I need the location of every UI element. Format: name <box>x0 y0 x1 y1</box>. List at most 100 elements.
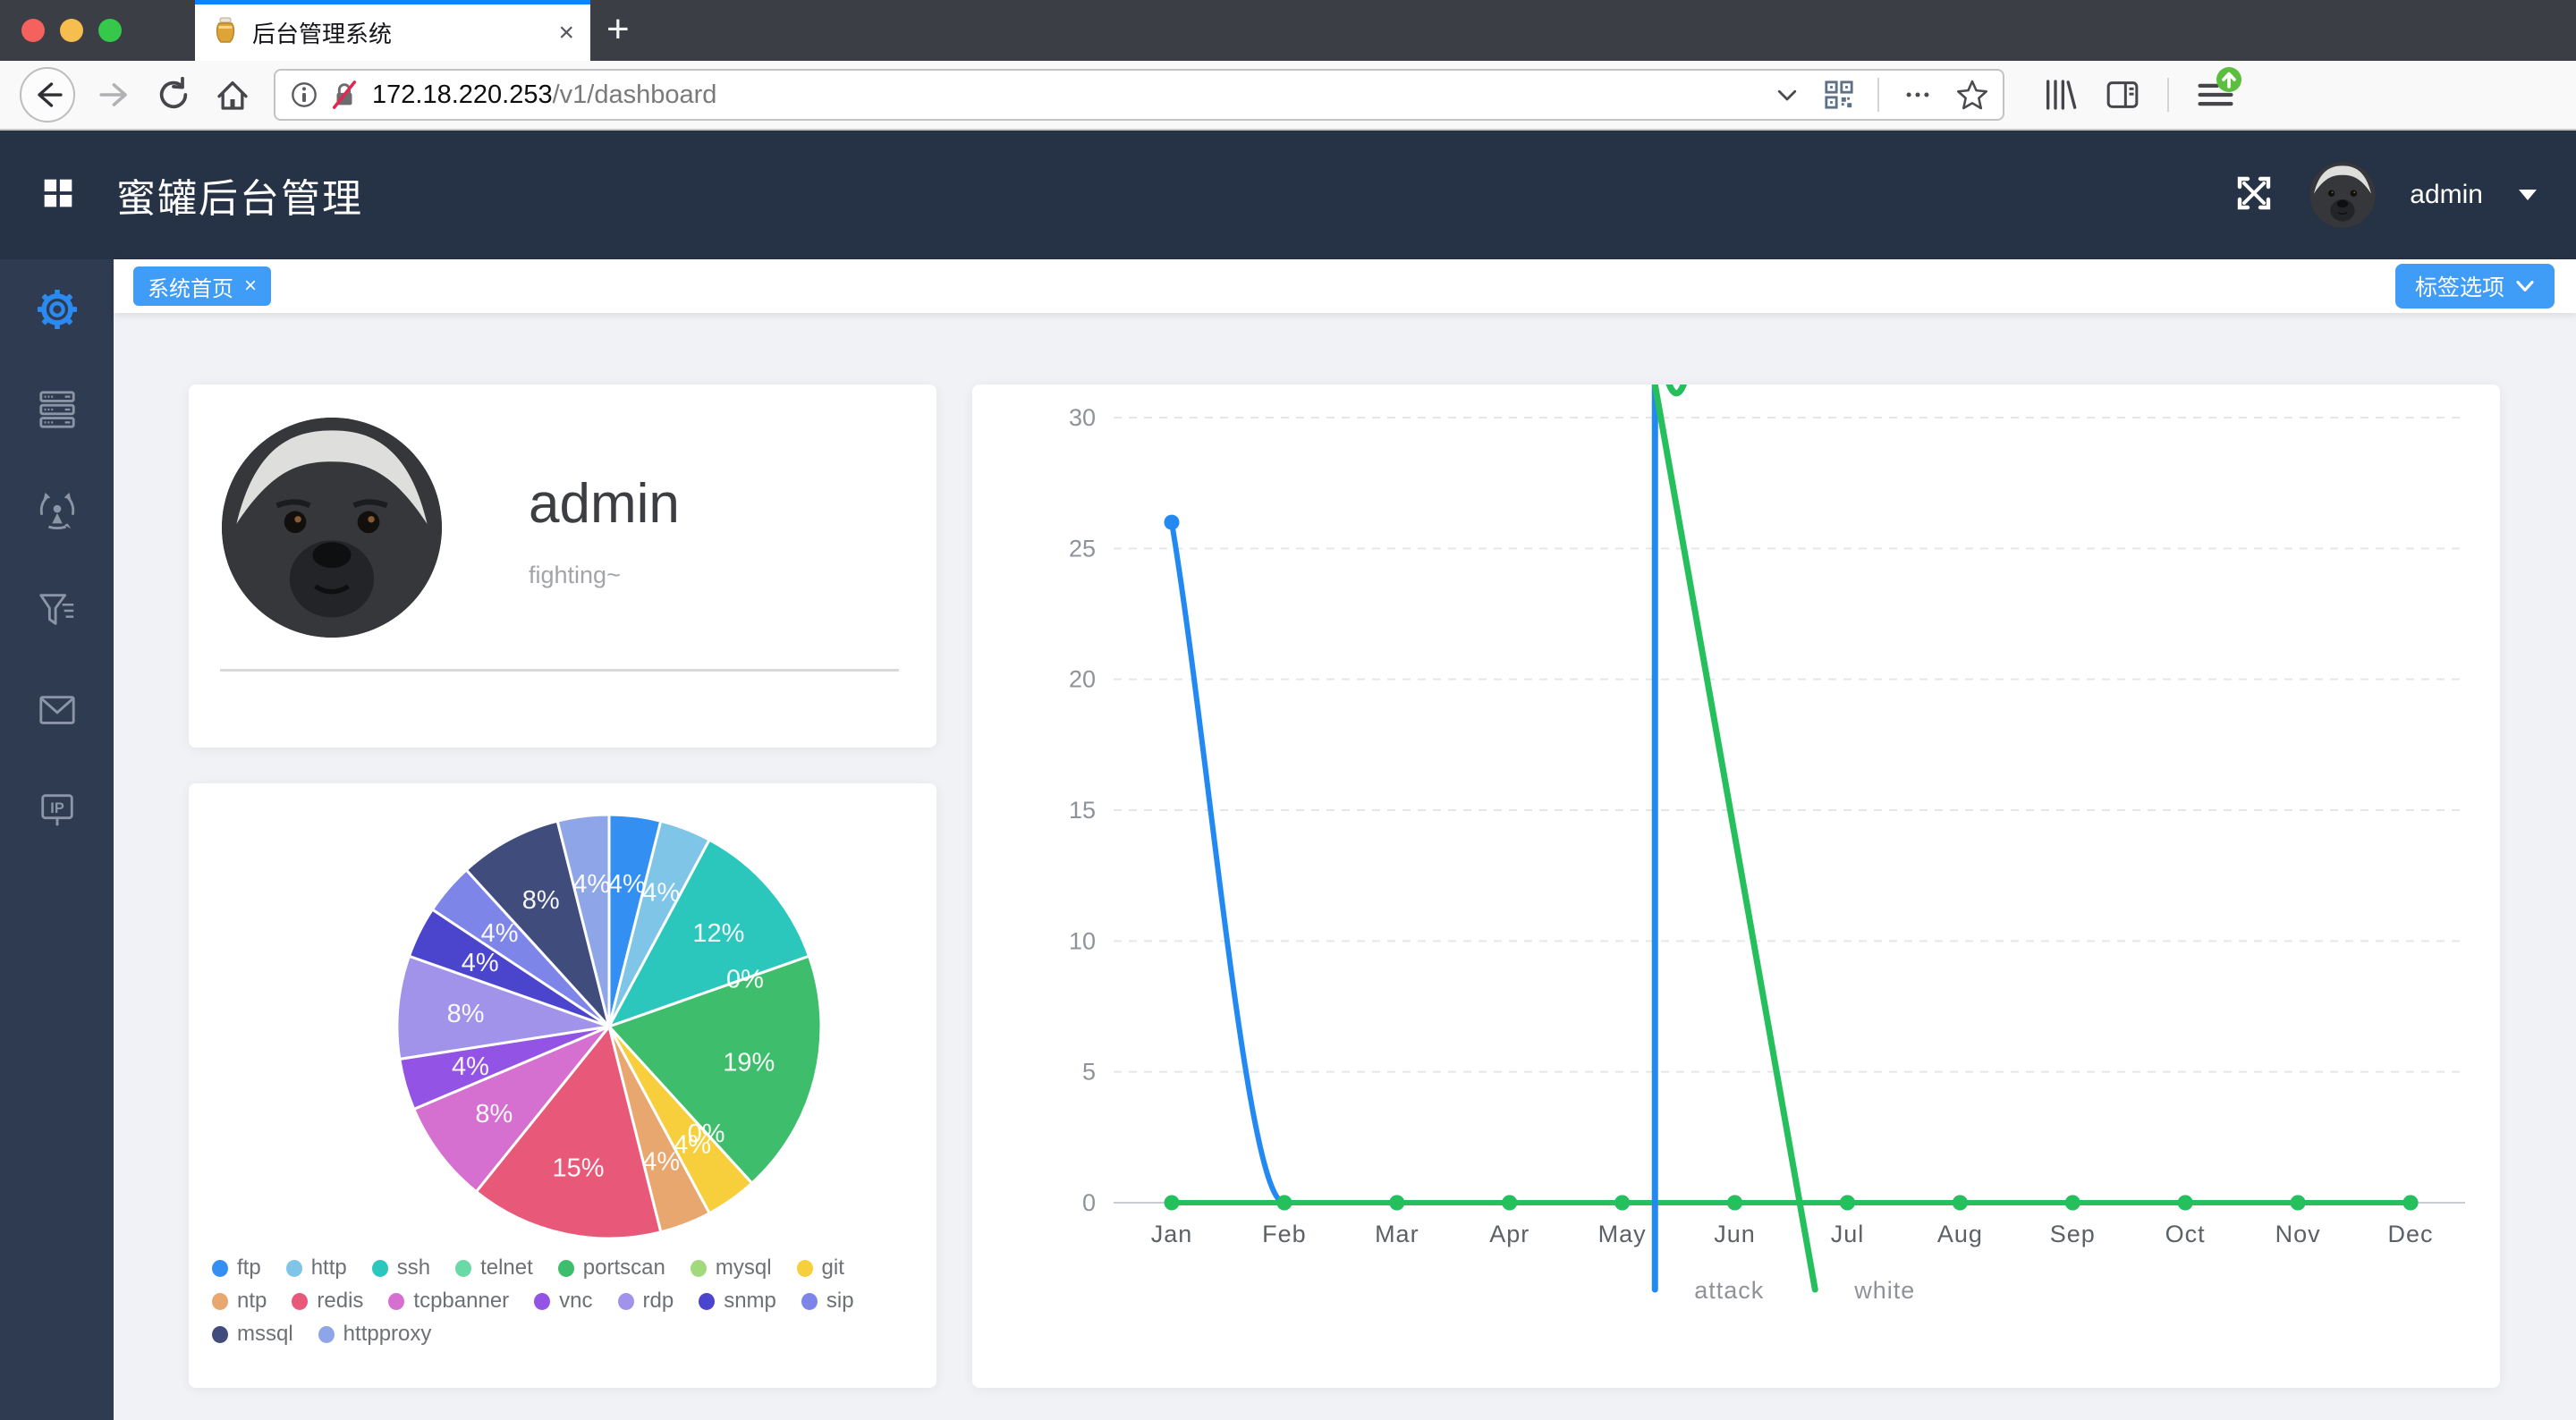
forward-button[interactable] <box>98 78 132 112</box>
username[interactable]: admin <box>2410 180 2483 209</box>
x-tick-label: Jan <box>1151 1221 1193 1247</box>
legend-item-snmp[interactable]: snmp <box>699 1289 776 1314</box>
chevron-down-icon[interactable] <box>1774 81 1801 108</box>
sidebar: IP <box>0 259 114 1420</box>
url-text[interactable]: 172.18.220.253/v1/dashboard <box>372 80 1774 110</box>
legend-item-ftp[interactable]: ftp <box>212 1255 261 1281</box>
profile-motto: fighting~ <box>529 562 621 588</box>
chevron-down-icon <box>2516 281 2534 292</box>
browser-titlebar: 后台管理系统 × + <box>0 0 2576 61</box>
legend-item-vnc[interactable]: vnc <box>534 1289 593 1314</box>
fullscreen-button[interactable] <box>2233 172 2275 219</box>
legend-item-redis[interactable]: redis <box>292 1289 363 1314</box>
pie-slice-rdp <box>395 954 610 1061</box>
window-zoom-button[interactable] <box>98 19 122 42</box>
legend-item-mssql[interactable]: mssql <box>212 1322 293 1347</box>
sidebar-item-ip[interactable]: IP <box>0 760 114 860</box>
window-controls <box>21 19 122 42</box>
tag-system-home[interactable]: 系统首页 × <box>133 266 272 306</box>
app-header: 蜜罐后台管理 admin <box>0 131 2576 259</box>
sidebar-collapse-button[interactable] <box>38 173 79 218</box>
legend-item-white[interactable]: white <box>1651 372 1915 1304</box>
url-bar[interactable]: 172.18.220.253/v1/dashboard <box>274 69 2004 121</box>
page-actions-ellipsis-icon[interactable] <box>1902 80 1933 110</box>
sidebar-item-filter[interactable] <box>0 560 114 660</box>
legend-label: git <box>821 1255 844 1280</box>
data-point-white <box>1614 1195 1631 1211</box>
tag-options-label: 标签选项 <box>2414 275 2504 300</box>
qr-scan-icon[interactable] <box>1824 80 1854 110</box>
legend-item-tcpbanner[interactable]: tcpbanner <box>388 1289 509 1314</box>
menu-button[interactable] <box>2196 67 2241 114</box>
sidebar-toggle-icon[interactable] <box>2105 77 2140 113</box>
browser-tab[interactable]: 后台管理系统 × <box>195 0 590 61</box>
pie-legend-row: ftp http ssh telnet portscan mysql git <box>212 1255 854 1281</box>
reload-button[interactable] <box>156 77 191 113</box>
legend-dot <box>371 1259 388 1277</box>
attack-radar-icon <box>39 492 74 530</box>
legend-item-sip[interactable]: sip <box>801 1289 854 1314</box>
pie-legend: ftp http ssh telnet portscan mysql git ntp redis… <box>212 1255 854 1347</box>
browser-toolbar: 172.18.220.253/v1/dashboard <box>0 61 2576 131</box>
window-minimize-button[interactable] <box>60 19 83 42</box>
sidebar-item-honeypots[interactable] <box>0 359 114 460</box>
bookmark-star-icon[interactable] <box>1956 79 1988 111</box>
home-button[interactable] <box>215 77 250 113</box>
profile-name: admin <box>529 473 680 535</box>
legend-item-git[interactable]: git <box>796 1255 844 1281</box>
filter-icon <box>38 594 73 625</box>
legend-dot <box>212 1259 228 1277</box>
library-icon[interactable] <box>2042 77 2078 113</box>
legend-dot <box>690 1259 707 1277</box>
pie-legend-row: ntp redis tcpbanner vnc rdp snmp sip <box>212 1289 854 1314</box>
legend-item-telnet[interactable]: telnet <box>455 1255 533 1281</box>
y-tick-label: 25 <box>1069 535 1096 562</box>
legend-item-portscan[interactable]: portscan <box>557 1255 665 1281</box>
divider <box>2167 78 2169 112</box>
pie-label-redis: 15% <box>552 1154 604 1182</box>
legend-dot <box>388 1292 405 1310</box>
attack-type-pie-card: 4% 4% 12% 0% 19% 0% 4% 4% 15% 8% 4% 8% 4% 4% 8% 4% ftp h… <box>189 783 936 1388</box>
insecure-lock-icon[interactable] <box>329 80 360 110</box>
caret-down-icon[interactable] <box>2517 187 2538 203</box>
legend-item-ntp[interactable]: ntp <box>212 1289 267 1314</box>
pie-slice-ssh <box>606 838 811 1029</box>
back-button[interactable] <box>20 67 75 123</box>
legend-dot <box>318 1325 335 1343</box>
legend-label: white <box>1853 1277 1915 1304</box>
pie-label-rdp: 8% <box>447 1000 485 1028</box>
pie-label-httpproxy: 4% <box>572 870 610 899</box>
tag-options-button[interactable]: 标签选项 <box>2394 264 2555 309</box>
data-point-white <box>1502 1195 1518 1211</box>
pie-label-mysql: 0% <box>688 1120 725 1148</box>
legend-item-attack[interactable]: attack <box>1651 372 1764 1304</box>
hamburger-menu-icon <box>2198 83 2233 106</box>
legend-dot <box>455 1259 472 1277</box>
pie-label-snmp: 4% <box>462 949 499 977</box>
new-tab-button[interactable]: + <box>606 7 630 51</box>
legend-label: sip <box>826 1289 854 1313</box>
grid-icon <box>44 179 72 207</box>
legend-item-mysql[interactable]: mysql <box>690 1255 772 1281</box>
sidebar-item-dashboard[interactable] <box>0 259 114 359</box>
tab-close-icon[interactable]: × <box>558 17 574 47</box>
legend-label: mysql <box>715 1255 772 1280</box>
tag-close-icon[interactable]: × <box>244 274 258 298</box>
data-point-white <box>1164 1195 1180 1211</box>
avatar[interactable] <box>2309 162 2377 228</box>
x-tick-label: Jul <box>1831 1221 1865 1247</box>
legend-label: redis <box>317 1289 364 1313</box>
legend-item-httpproxy[interactable]: httpproxy <box>318 1322 431 1347</box>
legend-item-rdp[interactable]: rdp <box>617 1289 674 1314</box>
legend-label: rdp <box>642 1289 674 1313</box>
data-point-white <box>1389 1195 1405 1211</box>
site-info-icon[interactable] <box>290 80 318 109</box>
window-close-button[interactable] <box>21 19 45 42</box>
x-tick-label: May <box>1598 1221 1647 1247</box>
legend-label: telnet <box>480 1255 533 1280</box>
sidebar-item-attacks[interactable] <box>0 460 114 560</box>
legend-item-ssh[interactable]: ssh <box>371 1255 430 1281</box>
sidebar-item-mail[interactable] <box>0 660 114 760</box>
legend-item-http[interactable]: http <box>285 1255 347 1281</box>
legend-label: http <box>310 1255 347 1280</box>
